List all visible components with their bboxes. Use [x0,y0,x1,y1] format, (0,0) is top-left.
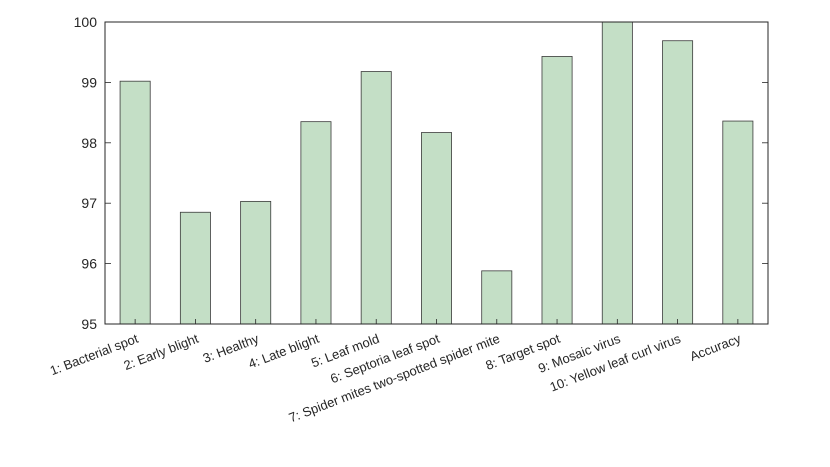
axes-box [104,21,769,325]
bar-8 [541,56,573,325]
bar-6 [421,132,452,325]
bar-9 [601,21,633,325]
y-tick-label-4: 99 [81,74,97,90]
bar-10 [662,40,694,325]
x-tick-label-11: Accuracy [688,331,744,364]
bar-5 [360,71,392,325]
bar-11 [722,120,754,325]
bar-2 [179,211,211,325]
y-tick-label-2: 97 [81,195,97,211]
y-tick-label-5: 100 [74,14,98,30]
bar-3 [240,200,272,325]
bar-4 [300,121,332,325]
y-tick-label-3: 98 [81,135,97,151]
bars-group [119,21,754,325]
y-tick-label-0: 95 [81,316,97,332]
y-tick-label-1: 96 [81,256,97,272]
bar-7 [481,270,513,325]
bar-1 [119,80,151,325]
